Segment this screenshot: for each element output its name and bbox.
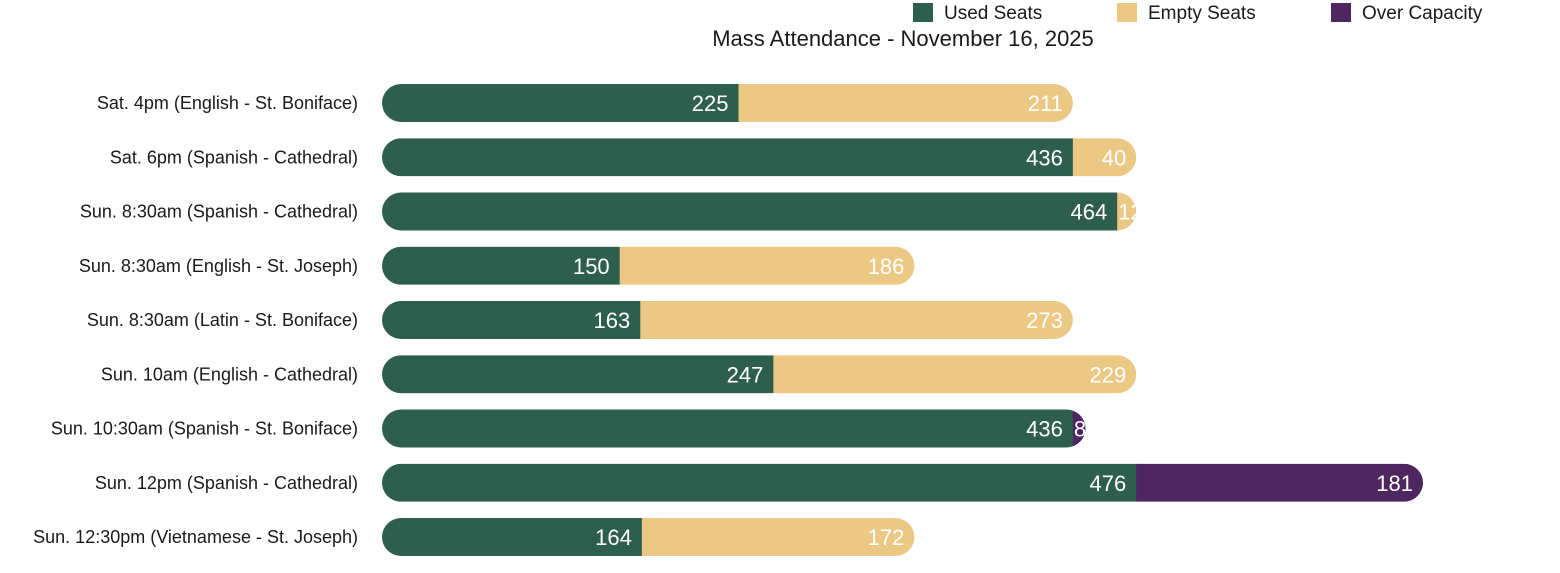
bar-row	[382, 463, 1424, 502]
bar-values: 225 211 436 40 464 12 150 186 163 273 247 229 436 8 47…	[573, 91, 1413, 550]
bar-value-label: 163	[594, 308, 631, 333]
bar-value-label: 436	[1026, 417, 1063, 442]
bars	[382, 84, 1424, 556]
category-label: Sun. 8:30am (English - St. Joseph)	[79, 256, 358, 276]
category-label: Sun. 8:30am (Spanish - Cathedral)	[80, 202, 358, 222]
bar-segment-used-seats	[382, 138, 1074, 177]
bar-value-label: 164	[595, 525, 632, 550]
bar-segment-used-seats	[382, 355, 774, 394]
legend-label-over-capacity: Over Capacity	[1362, 3, 1483, 24]
bar-segment-used-seats	[382, 84, 740, 122]
bar-segment-empty-seats	[640, 301, 1073, 339]
legend: Used Seats Empty Seats Over Capacity	[913, 3, 1483, 24]
bar-value-label: 186	[868, 254, 905, 279]
bar-row	[382, 84, 1073, 122]
category-label: Sun. 12:30pm (Vietnamese - St. Joseph)	[33, 527, 358, 547]
bar-row	[382, 409, 1086, 448]
bar-value-label: 436	[1026, 145, 1063, 170]
category-labels: Sat. 4pm (English - St. Boniface) Sat. 6p…	[33, 93, 358, 547]
legend-swatch-empty-seats	[1117, 3, 1137, 22]
category-label: Sun. 12pm (Spanish - Cathedral)	[95, 473, 358, 493]
bar-segment-empty-seats	[1072, 138, 1137, 177]
bar-segment-empty-seats	[641, 518, 915, 556]
category-label: Sun. 10:30am (Spanish - St. Boniface)	[51, 419, 358, 439]
bar-value-label: 211	[1028, 91, 1063, 116]
bar-segment-used-seats	[382, 192, 1118, 231]
bar-value-label: 40	[1102, 145, 1126, 170]
bar-segment-used-seats	[382, 518, 643, 556]
bar-segment-used-seats	[382, 409, 1074, 448]
bar-value-label: 12	[1118, 200, 1142, 225]
bar-value-label: 150	[573, 254, 610, 279]
legend-swatch-over-capacity	[1331, 3, 1351, 22]
bar-segment-empty-seats	[773, 355, 1137, 394]
category-label: Sat. 6pm (Spanish - Cathedral)	[110, 147, 358, 167]
bar-row	[382, 355, 1137, 394]
bar-segment-used-seats	[382, 246, 621, 285]
bar-value-label: 225	[692, 91, 729, 116]
legend-label-used-seats: Used Seats	[944, 3, 1042, 24]
bar-value-label: 8	[1074, 417, 1086, 442]
bar-row	[382, 518, 915, 556]
bar-value-label: 172	[868, 525, 905, 550]
bar-row	[382, 301, 1073, 339]
bar-value-label: 476	[1090, 471, 1127, 496]
bar-row	[382, 192, 1137, 231]
category-label: Sun. 8:30am (Latin - St. Boniface)	[87, 310, 358, 330]
bar-segment-over-capacity	[1072, 409, 1086, 448]
bar-value-label: 247	[727, 362, 764, 387]
bar-segment-empty-seats	[1117, 192, 1137, 231]
chart-title: Mass Attendance - November 16, 2025	[712, 26, 1094, 51]
category-label: Sat. 4pm (English - St. Boniface)	[97, 93, 358, 113]
legend-label-empty-seats: Empty Seats	[1148, 3, 1256, 24]
category-label: Sun. 10am (English - Cathedral)	[101, 364, 358, 384]
bar-value-label: 273	[1026, 308, 1063, 333]
bar-value-label: 181	[1376, 471, 1413, 496]
bar-value-label: 464	[1070, 200, 1107, 225]
bar-segment-over-capacity	[1136, 463, 1424, 502]
legend-swatch-used-seats	[913, 3, 933, 22]
bar-segment-used-seats	[382, 301, 641, 339]
bar-segment-used-seats	[382, 463, 1137, 502]
bar-value-label: 229	[1090, 362, 1127, 387]
bar-segment-empty-seats	[738, 84, 1073, 122]
bar-segment-empty-seats	[619, 246, 915, 285]
bar-row	[382, 138, 1137, 177]
bar-row	[382, 246, 915, 285]
